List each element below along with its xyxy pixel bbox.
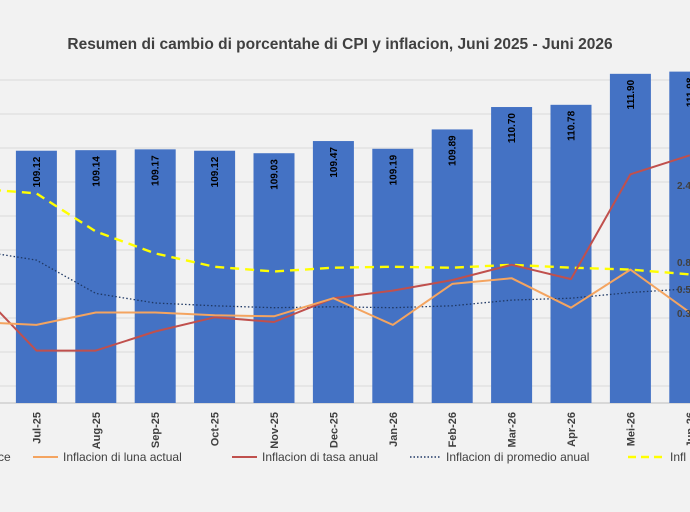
bar-label-Mar-26: 110.70 [507,113,518,143]
x-axis-ticks: Jul-25 Aug-25 Sep-25 Oct-25 Nov-25 Dec-25 Jan-… [31,412,690,449]
x-tick-Mei-26: Mei-26 [625,412,637,446]
bar-Oct-25 [194,150,236,403]
bar-Dec-25 [312,141,354,403]
x-tick-Aug-25: Aug-25 [91,412,103,449]
bar-label-Dec-25: 109.47 [329,147,340,178]
line-series [0,154,690,352]
x-tick-Jun-26: Jun-26 [685,412,690,447]
bar-Sep-25 [134,149,176,403]
x-tick-Feb-26: Feb-26 [447,412,459,447]
bar-Mei-26 [609,73,651,404]
bar-Jul-25 [15,150,57,403]
bar-label-Apr-26: 110.78 [567,110,578,140]
line-series-2 [0,253,690,309]
right-label-3: 0.3 [677,309,690,320]
x-tick-Sep-25: Sep-25 [150,412,162,448]
bar-label-Aug-25: 109.14 [91,156,102,187]
right-edge-labels: 2.4 0.8 0.5 0.3 [677,181,690,320]
bar-label-Feb-26: 109.89 [448,135,459,166]
bar-label-Sep-25: 109.17 [151,155,162,186]
bar-label-Mei-26: 111.90 [626,79,637,109]
legend: ce Inflacion di luna actual Inflacion di… [0,450,686,464]
right-label-0: 2.4 [677,181,690,192]
x-tick-Oct-25: Oct-25 [210,412,222,446]
right-label-1: 0.8 [677,258,690,269]
chart-title: Resumen di cambio di porcentahe di CPI y… [67,36,613,53]
legend-label-annual-rate: Inflacion di tasa anual [262,450,378,464]
x-tick-Jul-25: Jul-25 [31,412,43,444]
bar-Nov-25 [253,153,295,403]
bar-Mar-26 [491,107,533,403]
bar-Feb-26 [431,129,473,403]
x-tick-Apr-26: Apr-26 [566,412,578,447]
x-tick-Dec-25: Dec-25 [328,412,340,448]
bar-labels: 109.12 109.14 109.17 109.12 109.03 109.47 109.… [32,77,690,190]
bar-label-Oct-25: 109.12 [210,156,221,187]
bar-Aug-25 [75,150,117,403]
legend-partial-text: ce [0,450,11,464]
plot-area: 109.12 109.14 109.17 109.12 109.03 109.47 109.… [0,71,690,404]
x-tick-Nov-25: Nov-25 [269,412,281,449]
line-series-0 [0,268,690,326]
bar-series [15,71,690,404]
bar-label-Jan-26: 109.19 [388,154,399,185]
bar-label-Jul-25: 109.12 [32,156,43,187]
legend-label-current-month: Inflacion di luna actual [63,450,182,464]
bar-Jun-26 [669,71,690,404]
x-tick-Mar-26: Mar-26 [507,412,519,447]
bar-Jan-26 [372,148,414,403]
bar-label-Jun-26: 111.98 [685,77,690,107]
legend-label-annual-average: Inflacion di promedio anual [446,450,589,464]
x-tick-Jan-26: Jan-26 [388,412,400,447]
right-label-2: 0.5 [677,285,690,296]
bar-label-Nov-25: 109.03 [270,159,281,190]
legend-label-yellow: Infl [670,450,686,464]
